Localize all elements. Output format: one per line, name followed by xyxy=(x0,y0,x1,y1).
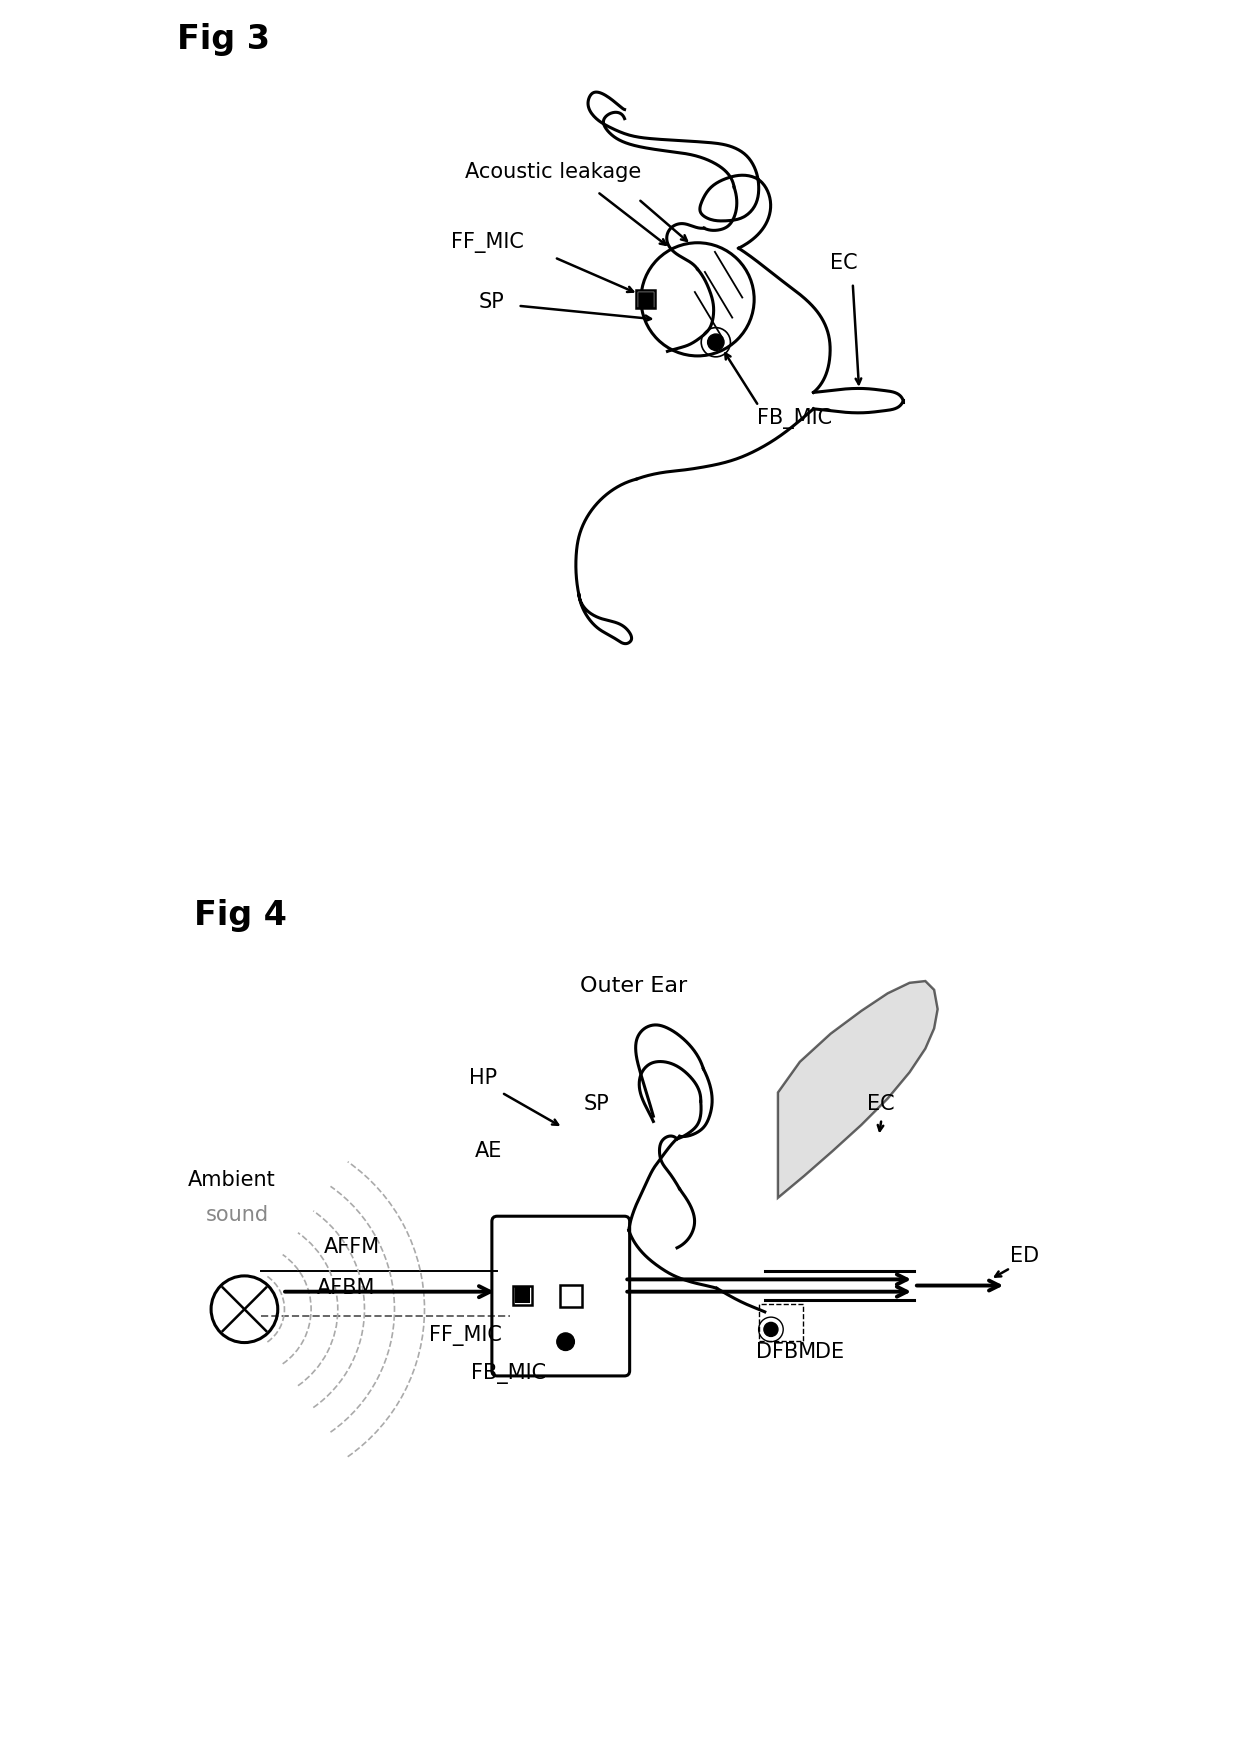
Bar xyxy=(636,290,655,309)
Text: Fig 3: Fig 3 xyxy=(177,23,270,56)
Text: DFBM: DFBM xyxy=(756,1343,816,1362)
Text: HP: HP xyxy=(469,1067,497,1088)
Circle shape xyxy=(708,333,724,351)
Text: DE: DE xyxy=(815,1343,844,1362)
Bar xyxy=(560,1285,583,1306)
Text: Outer Ear: Outer Ear xyxy=(579,976,687,995)
Text: EC: EC xyxy=(830,253,858,274)
Circle shape xyxy=(764,1323,777,1337)
Text: FB_MIC: FB_MIC xyxy=(471,1364,546,1385)
Circle shape xyxy=(557,1334,574,1351)
Text: EC: EC xyxy=(868,1093,895,1114)
Bar xyxy=(515,1288,531,1302)
Text: ED: ED xyxy=(1011,1246,1039,1265)
Text: AFFM: AFFM xyxy=(324,1237,379,1257)
Bar xyxy=(639,291,652,307)
Text: SP: SP xyxy=(479,293,505,312)
Text: FF_MIC: FF_MIC xyxy=(451,232,525,253)
Polygon shape xyxy=(777,981,937,1199)
Text: Ambient: Ambient xyxy=(188,1171,277,1190)
Text: FF_MIC: FF_MIC xyxy=(429,1325,501,1346)
Bar xyxy=(759,1304,802,1341)
Text: AE: AE xyxy=(475,1141,502,1160)
Text: sound: sound xyxy=(206,1206,269,1225)
Text: AFBM: AFBM xyxy=(317,1278,376,1299)
Text: FB_MIC: FB_MIC xyxy=(756,409,832,430)
Text: Acoustic leakage: Acoustic leakage xyxy=(465,161,641,183)
Text: SP: SP xyxy=(583,1093,609,1114)
Text: Fig 4: Fig 4 xyxy=(195,899,288,932)
Bar xyxy=(513,1285,532,1306)
